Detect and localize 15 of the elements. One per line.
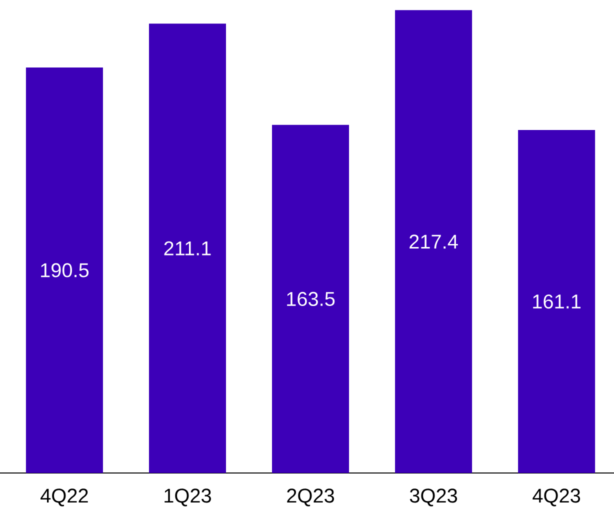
x-tick-label: 4Q22	[40, 488, 88, 506]
x-tick-label: 3Q23	[410, 488, 458, 506]
data-label: 161.1	[533, 294, 581, 309]
bar	[395, 10, 472, 473]
bar	[272, 124, 350, 473]
data-label: 211.1	[164, 241, 211, 256]
bar	[26, 67, 103, 473]
bar	[148, 24, 226, 473]
bar	[518, 130, 596, 473]
x-tick-label: 2Q23	[287, 488, 334, 506]
data-label: 190.5	[41, 263, 89, 278]
x-tick-label: 4Q23	[532, 488, 580, 506]
x-tick-label: 1Q23	[164, 488, 211, 506]
data-label: 217.4	[410, 234, 458, 249]
data-label: 163.5	[287, 292, 335, 306]
